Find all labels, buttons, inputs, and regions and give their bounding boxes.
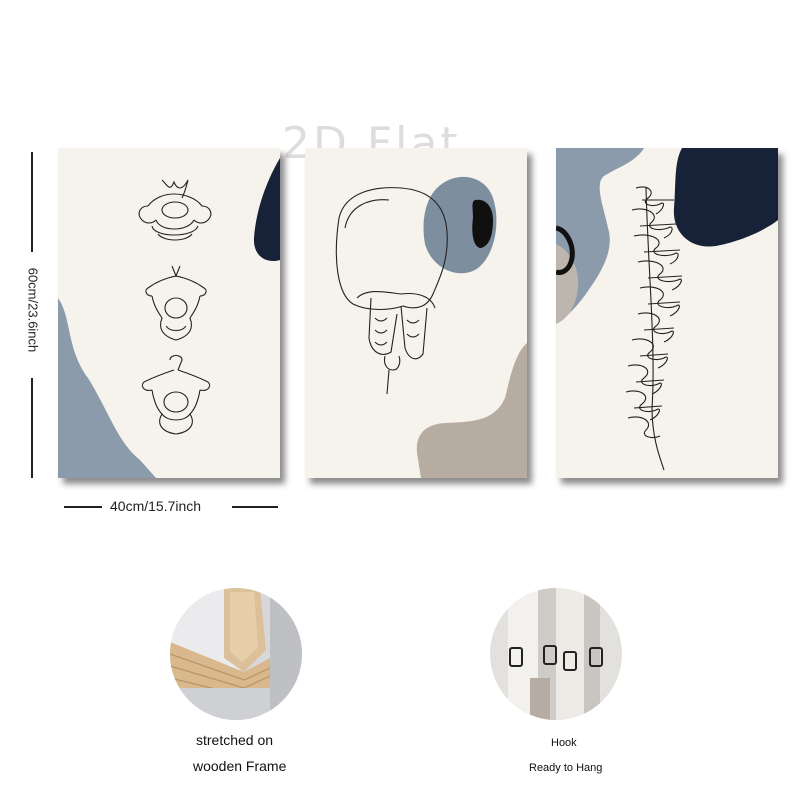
skull-artwork xyxy=(335,176,527,478)
width-dimension-line-left xyxy=(64,506,102,508)
art-panel-skull xyxy=(305,148,527,478)
hook-caption-line1: Hook xyxy=(551,737,577,749)
vertebrae-artwork xyxy=(58,158,280,478)
height-dimension-line-top xyxy=(31,152,33,252)
vertebra-bottom xyxy=(141,354,211,435)
hook-icon xyxy=(509,647,523,667)
width-dimension-label: 40cm/15.7inch xyxy=(110,498,202,514)
height-dimension-label: 60cm/23.6inch xyxy=(25,267,41,353)
spine-line xyxy=(625,186,683,471)
width-dimension-line-right xyxy=(232,506,278,508)
hook-icon xyxy=(563,651,577,671)
skull-line xyxy=(335,187,448,395)
art-panel-vertebrae xyxy=(58,148,280,478)
vertebra-middle xyxy=(145,265,207,341)
hook-caption-line2: Ready to Hang xyxy=(529,762,603,774)
hook-icon xyxy=(543,645,557,665)
frame-caption-line2: wooden Frame xyxy=(193,758,287,774)
spine-artwork xyxy=(556,148,778,471)
art-panel-spine xyxy=(556,148,778,478)
hook-icon xyxy=(589,647,603,667)
frame-caption-line1: stretched on xyxy=(196,732,274,748)
vertebra-top xyxy=(138,179,212,241)
hook-photo xyxy=(490,588,622,720)
height-dimension-line-bottom xyxy=(31,378,33,478)
wooden-frame-photo xyxy=(170,588,302,720)
